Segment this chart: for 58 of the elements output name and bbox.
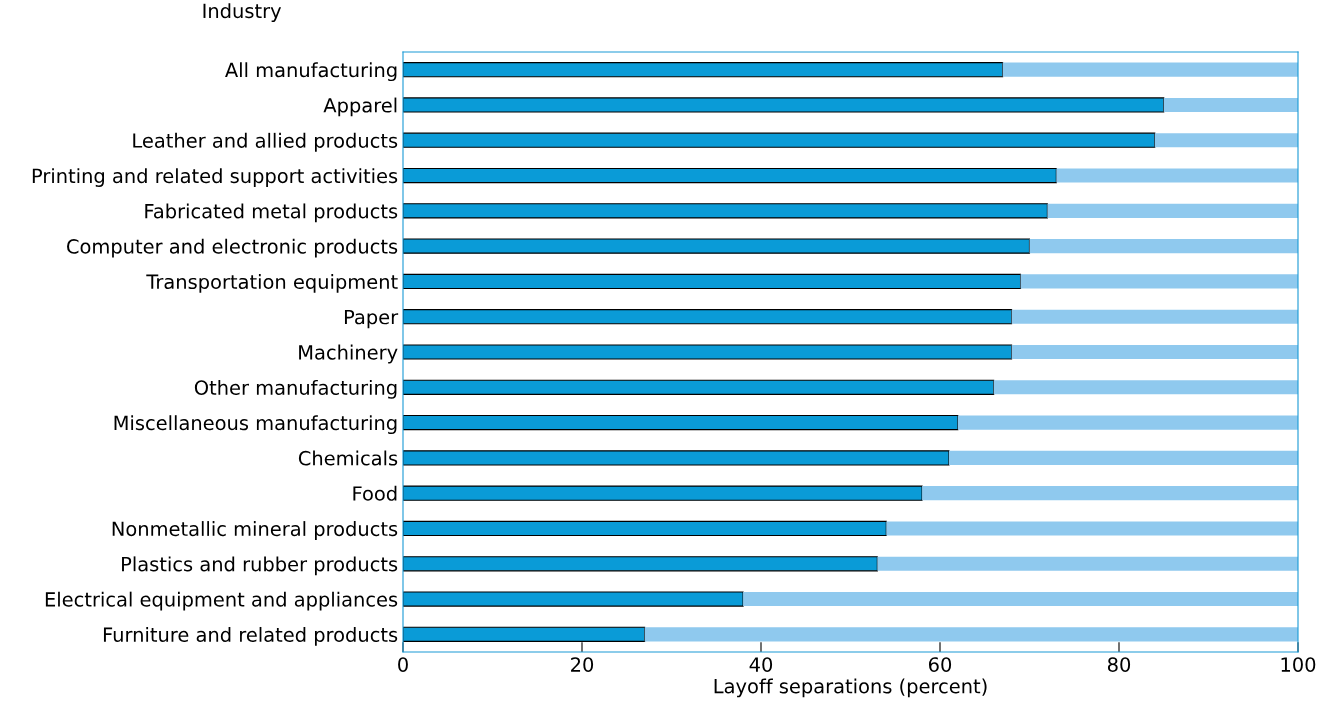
bar [403,62,1004,78]
bar [403,273,1022,290]
y-tick-label: Machinery [299,344,398,364]
y-tick-label: Electrical equipment and appliances [45,591,398,611]
y-tick-label: Miscellaneous manufacturing [114,415,397,435]
bar [743,592,1298,607]
bar [877,556,1298,571]
bar [403,450,950,466]
y-tick-label: Fabricated metal products [145,203,398,223]
bar [948,450,1298,465]
bar [403,97,1165,113]
y-tick-label: Leather and allied products [133,132,398,152]
bar [403,379,995,395]
bar [644,627,1298,642]
y-tick-label: Furniture and related products [103,626,398,646]
x-tick-label: 100 [1281,657,1316,672]
bar [1056,168,1298,183]
y-tick-label: Plastics and rubber products [122,556,398,576]
bar [993,380,1298,395]
bar [403,344,1013,360]
bar [1163,97,1298,112]
x-tick-label: 0 [398,657,408,672]
bar [886,521,1298,536]
bar [1011,344,1298,360]
y-tick-label: All manufacturing [225,62,397,82]
bar [403,591,744,607]
y-tick-label: Printing and related support activities [32,168,398,187]
x-tick-label: 20 [571,657,594,672]
x-tick-label: 80 [1107,657,1131,672]
y-axis-title: Industry [203,3,282,22]
y-tick-label: Nonmetallic mineral products [112,521,398,540]
bar [1029,239,1298,254]
bar [403,203,1048,219]
bar [1011,309,1298,324]
bar [922,486,1298,501]
bar [403,414,959,431]
bar [1002,62,1298,77]
bar [403,167,1057,184]
bar [403,520,887,537]
x-tick-label: 60 [928,657,952,672]
bar [403,132,1156,148]
y-tick-label: Apparel [323,97,397,117]
y-tick-label: Paper [344,309,399,329]
bar [403,556,878,572]
x-tick-label: 40 [749,657,773,672]
bar [957,415,1298,430]
y-tick-label: Transportation equipment [146,274,398,293]
bar [1154,133,1298,148]
bar [403,238,1031,254]
bar [1020,274,1298,289]
y-tick-label: Computer and electronic products [67,238,398,258]
y-tick-label: Chemicals [298,450,398,466]
y-tick-label: Other manufacturing [194,379,397,399]
bar [403,485,923,501]
bar [403,309,1013,325]
y-tick-label: Food [353,485,397,501]
bar [1047,203,1298,218]
x-axis-title: Layoff separations (percent) [714,678,987,698]
